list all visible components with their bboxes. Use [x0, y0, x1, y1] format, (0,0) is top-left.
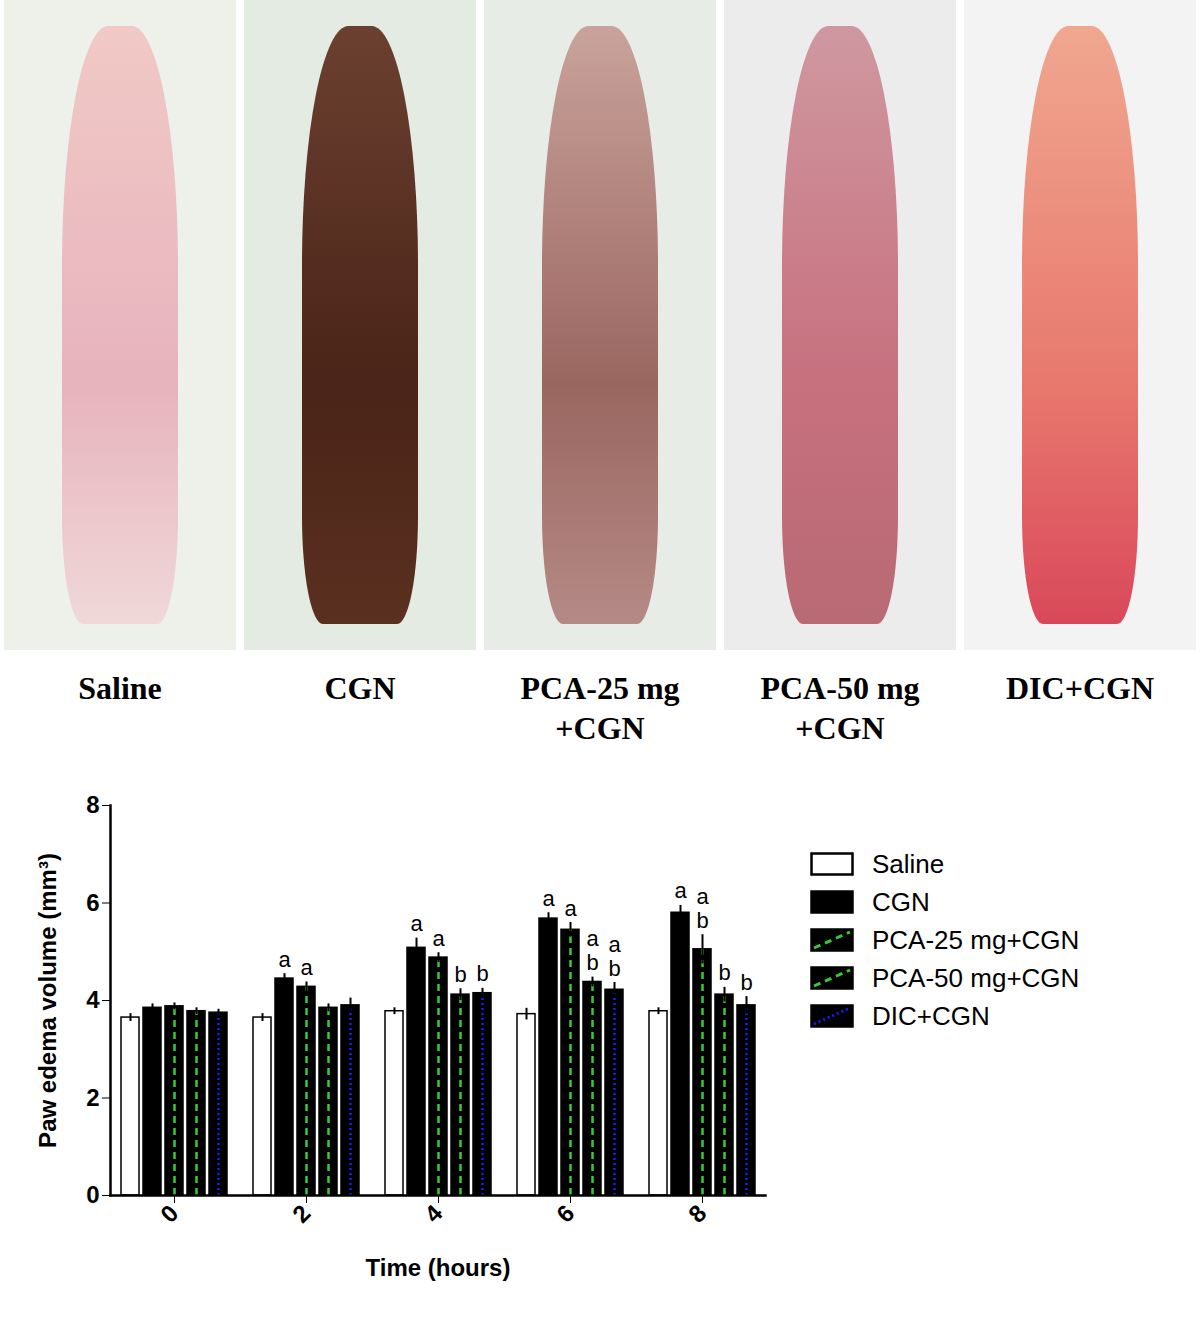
- svg-text:b: b: [740, 970, 752, 995]
- html-text:DIC+CGN: DIC+CGN: [872, 1000, 990, 1031]
- svg-text:a: a: [586, 926, 599, 951]
- svg-text:b: b: [476, 961, 488, 986]
- html-text:Saline: Saline: [872, 848, 945, 879]
- svg-text:8: 8: [86, 791, 99, 818]
- html-text:CGN: CGN: [872, 886, 930, 917]
- svg-text:6: 6: [551, 1199, 580, 1228]
- svg-text:a: a: [564, 896, 577, 921]
- html-text:PCA-25 mg​+CGN: PCA-25 mg​+CGN: [520, 670, 680, 746]
- html-text:PCA-25 mg+CGN: PCA-25 mg+CGN: [872, 924, 1080, 955]
- html-text:CGN: CGN: [324, 670, 396, 706]
- svg-text:2: 2: [86, 1084, 99, 1111]
- svg-text:6: 6: [86, 889, 99, 916]
- svg-text:b: b: [454, 962, 466, 987]
- svg-text:b: b: [718, 960, 730, 985]
- svg-text:4: 4: [86, 986, 100, 1013]
- html-text:PCA-50 mg​+CGN: PCA-50 mg​+CGN: [760, 670, 920, 746]
- html-text:PCA-50 mg+CGN: PCA-50 mg+CGN: [872, 962, 1080, 993]
- svg-text:a: a: [608, 932, 621, 957]
- svg-text:a: a: [674, 878, 687, 903]
- svg-text:a: a: [432, 926, 445, 951]
- svg-text:0: 0: [155, 1199, 184, 1228]
- svg-text:a: a: [410, 911, 423, 936]
- svg-text:8: 8: [683, 1199, 712, 1228]
- svg-text:a: a: [300, 955, 313, 980]
- svg-text:b: b: [696, 908, 708, 933]
- svg-text:b: b: [586, 950, 598, 975]
- svg-text:4: 4: [419, 1199, 448, 1228]
- html-text:Saline: Saline: [78, 670, 162, 706]
- svg-text:a: a: [542, 886, 555, 911]
- svg-text:2: 2: [287, 1199, 316, 1228]
- html-text:DIC​+CGN: DIC​+CGN: [1006, 670, 1154, 706]
- svg-text:0: 0: [86, 1181, 99, 1208]
- svg-text:b: b: [608, 956, 620, 981]
- svg-text:a: a: [696, 884, 709, 909]
- svg-text:Time (hours): Time (hours): [366, 1254, 511, 1281]
- svg-text:a: a: [278, 947, 291, 972]
- svg-text:Paw edema volume (mm³): Paw edema volume (mm³): [34, 853, 61, 1148]
